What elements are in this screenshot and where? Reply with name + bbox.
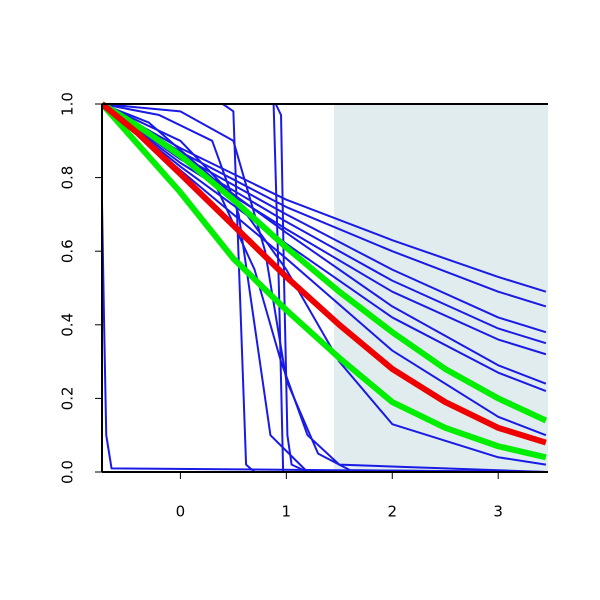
y-tick-label: 0.8 (59, 166, 77, 190)
x-tick-label: 0 (176, 503, 186, 521)
y-tick-label: 0.4 (59, 313, 77, 337)
series-line (102, 103, 547, 356)
series-line (102, 101, 547, 446)
y-tick-label: 1.0 (59, 92, 77, 116)
x-tick-label: 3 (493, 503, 503, 521)
series-line (102, 103, 546, 473)
series-line (102, 103, 547, 392)
x-tick-label: 1 (282, 503, 292, 521)
series-line (102, 103, 546, 473)
y-tick-label: 0.6 (59, 239, 77, 263)
series-line (102, 203, 546, 473)
shaded-region (334, 104, 548, 472)
series-line (102, 101, 548, 424)
series-line (102, 103, 547, 466)
y-tick-label: 0.2 (59, 386, 77, 410)
series-line (102, 103, 547, 293)
series-line (102, 102, 547, 461)
y-tick-label: 0.0 (59, 460, 77, 484)
x-tick-label: 2 (387, 503, 397, 521)
